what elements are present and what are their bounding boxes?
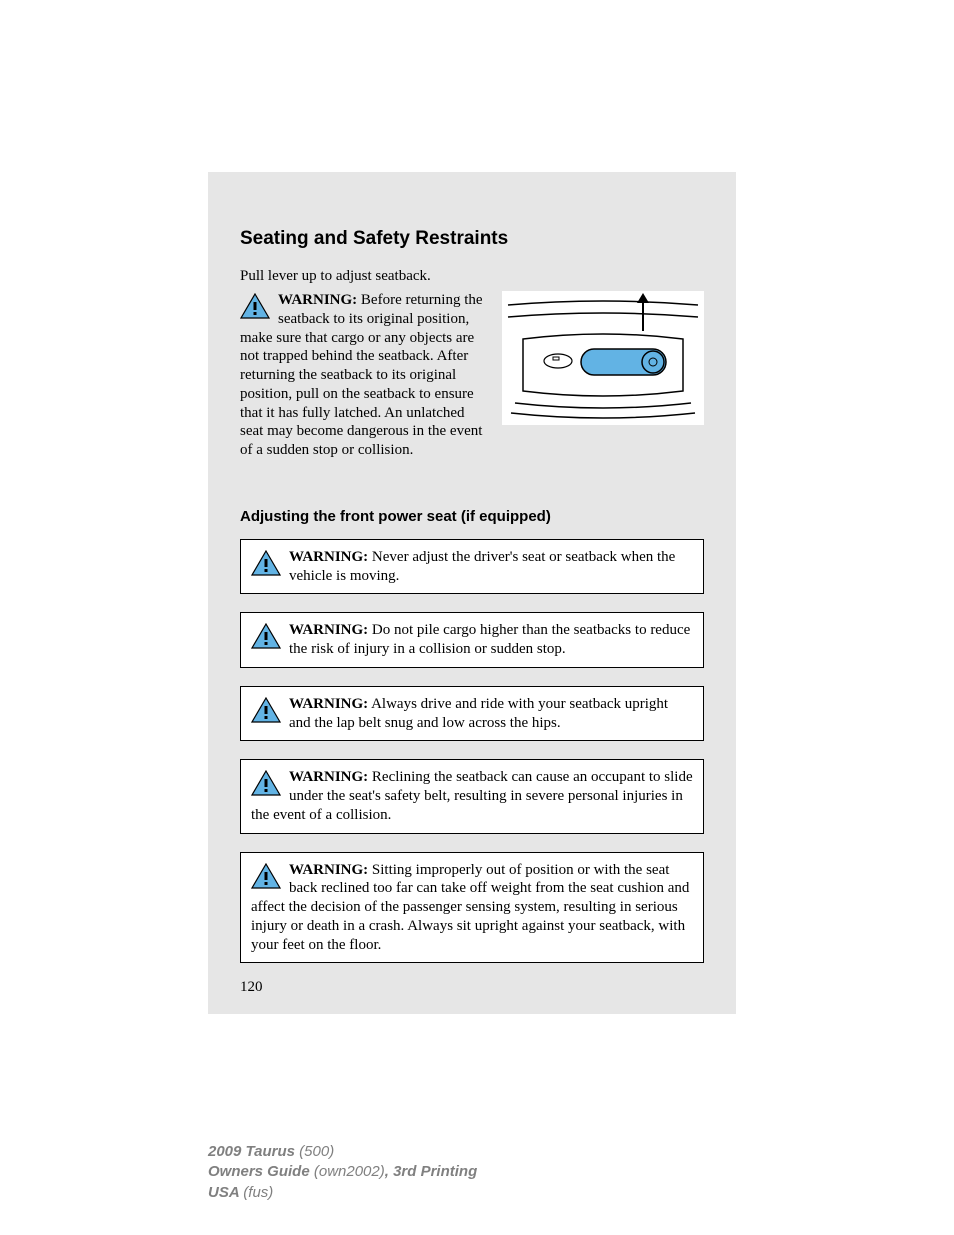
warning-icon	[251, 863, 281, 889]
warning-label: WARNING:	[289, 862, 368, 878]
warning-label: WARNING:	[289, 549, 368, 565]
warning-label: WARNING:	[289, 696, 368, 712]
footer-line-3: USA (fus)	[208, 1183, 477, 1203]
subsection-title: Adjusting the front power seat (if equip…	[208, 460, 736, 525]
warning-icon	[251, 697, 281, 723]
instruction-text: Pull lever up to adjust seatback.	[208, 250, 736, 285]
footer-line-2: Owners Guide (own2002), 3rd Printing	[208, 1162, 477, 1182]
warning-icon	[251, 550, 281, 576]
warning-box-2: WARNING: Never adjust the driver's seat …	[240, 539, 704, 595]
warning-label: WARNING:	[278, 292, 357, 308]
warning-label: WARNING:	[289, 769, 368, 785]
warning-box-5: WARNING: Reclining the seatback can caus…	[240, 759, 704, 833]
warning-with-illustration: WARNING: Before returning the seatback t…	[208, 285, 736, 460]
warning-text: Before returning the seatback to its ori…	[240, 292, 483, 458]
warning-box-1: WARNING: Before returning the seatback t…	[240, 291, 490, 460]
warning-box-4: WARNING: Always drive and ride with your…	[240, 686, 704, 742]
warning-icon	[240, 293, 270, 319]
warning-box-6: WARNING: Sitting improperly out of posit…	[240, 852, 704, 964]
warning-icon	[251, 623, 281, 649]
warning-icon	[251, 770, 281, 796]
footer-line-1: 2009 Taurus (500)	[208, 1142, 477, 1162]
seat-lever-illustration	[502, 291, 704, 425]
page-number: 120	[240, 979, 263, 996]
page-content: Seating and Safety Restraints Pull lever…	[208, 172, 736, 1014]
warning-label: WARNING:	[289, 622, 368, 638]
section-title: Seating and Safety Restraints	[208, 172, 736, 250]
footer: 2009 Taurus (500) Owners Guide (own2002)…	[208, 1142, 477, 1203]
warning-box-3: WARNING: Do not pile cargo higher than t…	[240, 612, 704, 668]
